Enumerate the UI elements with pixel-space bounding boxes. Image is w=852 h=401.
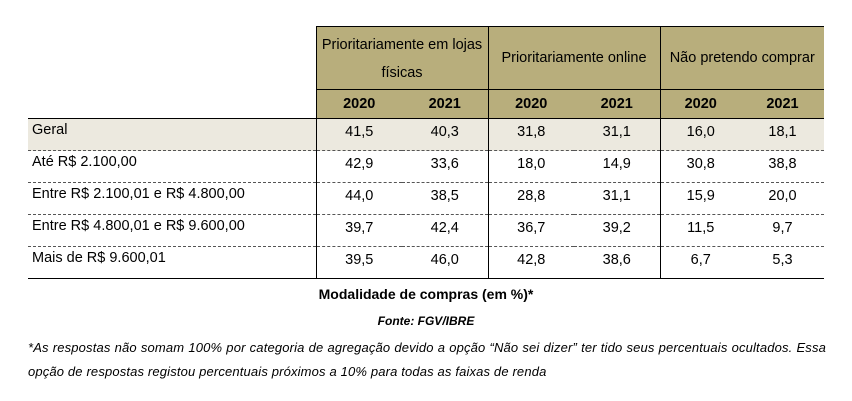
- table-cell: 18,0: [487, 150, 574, 183]
- table-cell: 16,0: [659, 118, 741, 151]
- table-cell: 39,2: [574, 214, 660, 247]
- row-label: Geral: [28, 118, 316, 151]
- row-label: Entre R$ 2.100,01 e R$ 4.800,00: [28, 182, 316, 215]
- year-header: 2020: [315, 89, 402, 119]
- year-header: 2021: [402, 89, 488, 119]
- table-cell: 46,0: [402, 246, 488, 279]
- table-caption: Modalidade de compras (em %)*: [318, 286, 534, 302]
- table-row-geral: Geral 41,5 40,3 31,8 31,1 16,0 18,1: [28, 118, 824, 151]
- year-header: 2020: [487, 89, 574, 119]
- group-header-online: Prioritariamente online: [487, 26, 660, 90]
- table-cell: 39,5: [315, 246, 402, 279]
- year-header: 2021: [574, 89, 660, 119]
- table-cell: 31,1: [574, 182, 660, 215]
- row-label: Até R$ 2.100,00: [28, 150, 316, 183]
- table-cell: 31,8: [487, 118, 574, 151]
- group-header-row: Prioritariamente em lojas físicas Priori…: [28, 26, 824, 90]
- table-cell: 5,3: [741, 246, 824, 279]
- table-cell: 38,6: [574, 246, 660, 279]
- table-cell: 41,5: [315, 118, 402, 151]
- table-row: Entre R$ 2.100,01 e R$ 4.800,00 44,0 38,…: [28, 182, 824, 215]
- table-cell: 15,9: [659, 182, 741, 215]
- table-cell: 11,5: [659, 214, 741, 247]
- year-header: 2020: [659, 89, 741, 119]
- table-row: Até R$ 2.100,00 42,9 33,6 18,0 14,9 30,8…: [28, 150, 824, 183]
- table-cell: 14,9: [574, 150, 660, 183]
- table-cell: 28,8: [487, 182, 574, 215]
- row-label: Mais de R$ 9.600,01: [28, 246, 316, 279]
- group-header-not-buying: Não pretendo comprar: [659, 26, 824, 90]
- source-label: Fonte: FGV/IBRE: [377, 314, 475, 328]
- table-cell: 18,1: [741, 118, 824, 151]
- row-label: Entre R$ 4.800,01 e R$ 9.600,00: [28, 214, 316, 247]
- table-cell: 6,7: [659, 246, 741, 279]
- group-header-physical-stores: Prioritariamente em lojas físicas: [315, 26, 488, 90]
- year-header-row: 2020 2021 2020 2021 2020 2021: [28, 89, 824, 119]
- year-header: 2021: [741, 89, 824, 119]
- table-cell: 42,8: [487, 246, 574, 279]
- corner-cell-2: [28, 89, 316, 119]
- table-cell: 39,7: [315, 214, 402, 247]
- table-cell: 9,7: [741, 214, 824, 247]
- table-cell: 33,6: [402, 150, 488, 183]
- footnote: *As respostas não somam 100% por categor…: [28, 340, 826, 379]
- table-cell: 42,9: [315, 150, 402, 183]
- table-cell: 40,3: [402, 118, 488, 151]
- purchase-mode-table: Prioritariamente em lojas físicas Priori…: [28, 26, 824, 279]
- table-cell: 44,0: [315, 182, 402, 215]
- table-row: Mais de R$ 9.600,01 39,5 46,0 42,8 38,6 …: [28, 246, 824, 279]
- table-cell: 42,4: [402, 214, 488, 247]
- table-cell: 36,7: [487, 214, 574, 247]
- table-cell: 31,1: [574, 118, 660, 151]
- table-cell: 38,5: [402, 182, 488, 215]
- table-cell: 20,0: [741, 182, 824, 215]
- table-cell: 30,8: [659, 150, 741, 183]
- corner-cell: [28, 26, 316, 90]
- table-row: Entre R$ 4.800,01 e R$ 9.600,00 39,7 42,…: [28, 214, 824, 247]
- table-cell: 38,8: [741, 150, 824, 183]
